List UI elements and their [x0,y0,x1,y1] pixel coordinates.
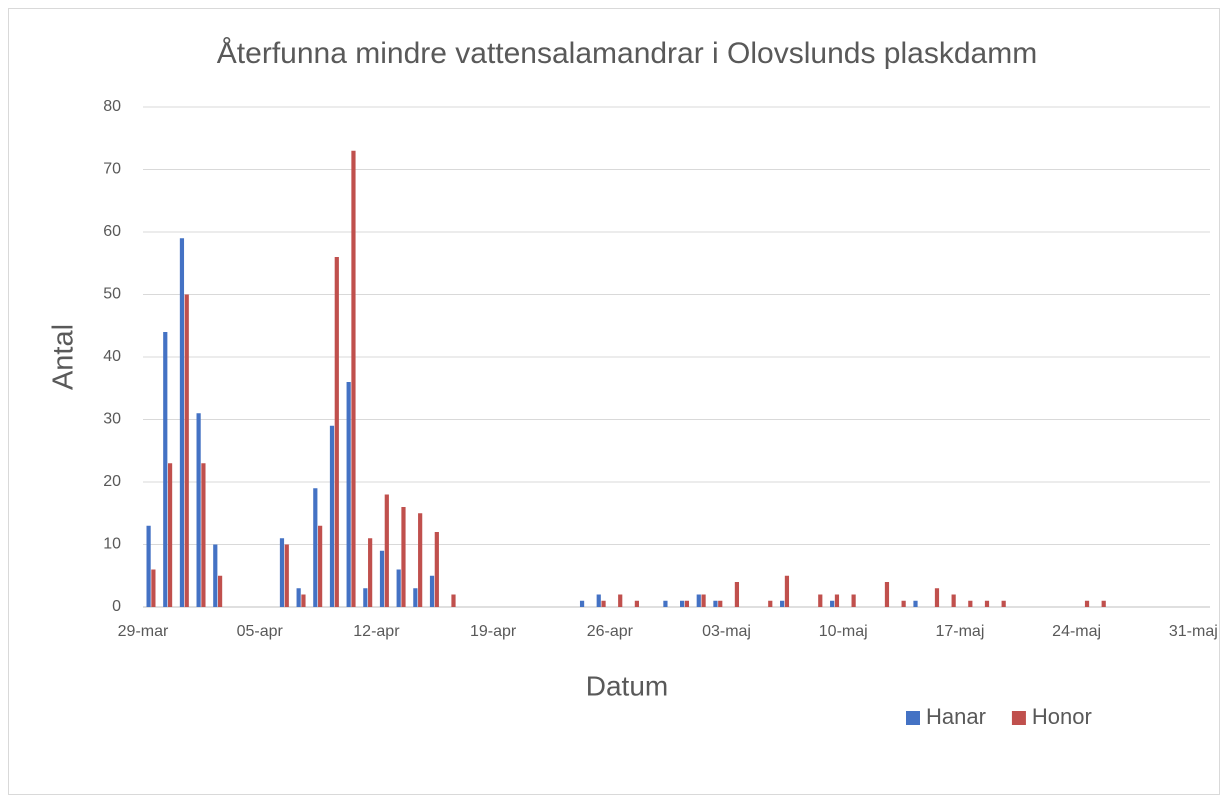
bar [151,569,156,607]
bar [146,525,151,607]
bar [634,600,639,607]
bar [217,575,223,607]
bar [780,600,785,607]
y-tick-label: 60 [103,223,121,240]
bar [318,525,323,607]
bar [296,588,301,607]
bar [313,488,318,607]
bar [663,600,668,607]
chart-border [8,8,1220,795]
y-tick-label: 10 [103,536,121,553]
bar [830,600,835,607]
x-tick-label: 26-apr [587,623,634,640]
legend-swatch [1011,711,1026,725]
legend-swatch [906,711,920,725]
bar [951,594,956,607]
bar [167,463,173,607]
bar [901,600,906,607]
bar [934,588,940,607]
bar [784,575,790,607]
bar [884,582,890,607]
x-axis-label: Datum [586,670,668,701]
bar [701,594,706,607]
bar [680,600,685,607]
bar [301,594,306,607]
bar [163,332,168,607]
bar [1084,600,1090,607]
y-axis-label: Antal [48,324,80,390]
bar [834,594,840,607]
bar [696,594,701,607]
y-tick-label: 0 [112,598,121,615]
bar [284,544,289,607]
x-tick-label: 03-maj [702,623,751,640]
bar [396,569,401,607]
bar [718,600,723,607]
bar [601,600,606,607]
bar [1001,600,1006,607]
bar [329,425,335,607]
bar [851,594,856,607]
bar [368,538,373,607]
bar [384,494,389,607]
bar [618,594,623,607]
x-tick-label: 29-mar [118,623,169,640]
bar [684,600,689,607]
bar [429,575,435,607]
bar [596,594,601,607]
bar [201,463,206,607]
x-tick-label: 19-apr [470,623,517,640]
bar [413,588,418,607]
bar [351,150,356,607]
bar [579,600,585,607]
y-tick-label: 80 [103,98,121,115]
x-tick-label: 05-apr [237,623,284,640]
y-tick-label: 20 [103,473,121,490]
x-tick-label: 31-maj [1169,623,1218,640]
bar [184,294,189,607]
bar [818,594,823,607]
bar [401,507,406,607]
bar [363,588,368,607]
bar [379,550,385,607]
bar [734,582,740,607]
bar [179,238,185,607]
bar [213,544,218,607]
x-tick-label: 17-maj [935,623,984,640]
bar [451,594,456,607]
legend-label: Hanar [926,704,986,729]
bar [434,532,439,607]
bar [346,382,351,607]
y-tick-label: 50 [103,286,121,303]
bar [196,413,201,607]
bar [768,600,773,607]
x-tick-label: 10-maj [819,623,868,640]
bar [334,257,339,607]
y-tick-label: 70 [103,161,121,178]
bar [279,538,285,607]
legend-label: Honor [1032,704,1092,729]
y-tick-label: 40 [103,348,121,365]
chart-title: Återfunna mindre vattensalamandrar i Olo… [217,37,1037,70]
x-tick-label: 24-maj [1052,623,1101,640]
y-tick-label: 30 [103,411,121,428]
bar [418,513,423,607]
bar [913,600,918,607]
bar [1101,600,1106,607]
bar [713,600,718,607]
bar [984,600,990,607]
bar [968,600,973,607]
x-tick-label: 12-apr [353,623,400,640]
